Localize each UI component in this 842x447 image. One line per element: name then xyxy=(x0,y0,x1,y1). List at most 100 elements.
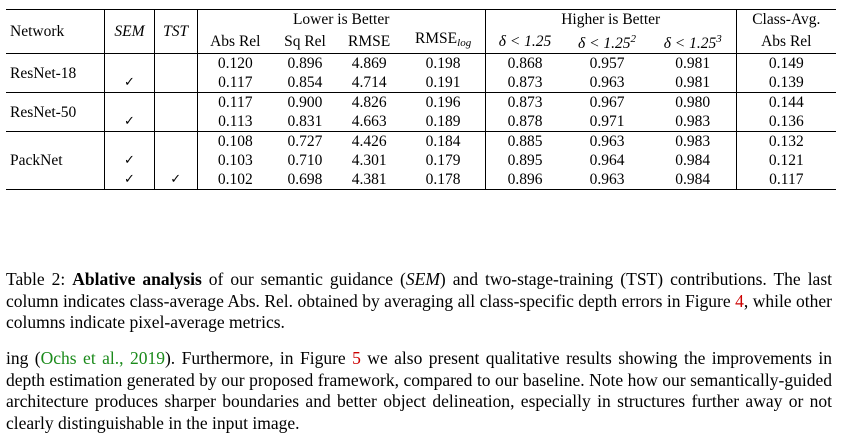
col-class-avg: Class-Avg. xyxy=(752,11,821,28)
figure-5-link[interactable]: 5 xyxy=(352,348,361,368)
metric-cell: 0.117 xyxy=(218,74,253,91)
metric-cell: 0.854 xyxy=(287,74,323,91)
citation-ochs-2019[interactable]: Ochs et al., 2019 xyxy=(40,348,165,368)
metric-cell: 0.963 xyxy=(589,74,625,91)
sem-check: ✓ xyxy=(104,151,155,170)
metric-cell: 0.957 xyxy=(589,55,625,72)
col-network: Network xyxy=(6,9,106,54)
metric-cell: 0.727 xyxy=(273,131,337,151)
metric-cell: 0.963 xyxy=(564,131,650,151)
metric-cell: 4.301 xyxy=(351,152,387,169)
col-class-avg-absrel: Abs Rel xyxy=(761,32,812,50)
metric-cell: 0.981 xyxy=(649,53,737,73)
metric-cell: 0.121 xyxy=(768,152,804,169)
metric-cell: 0.198 xyxy=(401,53,486,73)
col-delta-3: δ < 1.253 xyxy=(649,29,737,54)
metric-cell: 0.698 xyxy=(287,171,323,188)
metric-cell: 0.149 xyxy=(768,55,804,72)
metric-cell: 4.826 xyxy=(336,92,402,112)
metric-cell: 0.971 xyxy=(589,113,625,130)
table-caption: Table 2: Ablative analysis of our semant… xyxy=(6,269,832,332)
col-rmse-log: RMSElog xyxy=(401,29,486,54)
metric-cell: 0.831 xyxy=(287,113,323,130)
table-row: ResNet-18 0.120 0.896 4.869 0.198 0.868 0.957 0… xyxy=(6,53,836,93)
metric-cell: 0.144 xyxy=(736,92,836,112)
metric-cell: 0.984 xyxy=(649,170,737,190)
metric-cell: 0.113 xyxy=(218,113,253,130)
metric-cell: 0.873 xyxy=(507,74,543,91)
col-tst: TST xyxy=(154,9,198,54)
metric-cell: 0.900 xyxy=(273,92,337,112)
table-row: ✓ 0.113 0.831 4.663 0.189 0.878 0.971 0.983 0.13… xyxy=(6,112,836,132)
group-lower-is-better: Lower is Better xyxy=(197,9,486,29)
metric-cell: 0.132 xyxy=(736,131,836,151)
sem-check: ✓ xyxy=(104,112,155,132)
metric-cell: 0.139 xyxy=(768,74,804,91)
metric-cell: 0.964 xyxy=(589,152,625,169)
metric-cell: 0.103 xyxy=(217,152,253,169)
col-sq-rel: Sq Rel xyxy=(284,32,326,50)
network-name: ResNet-18 xyxy=(6,53,106,93)
col-abs-rel: Abs Rel xyxy=(210,32,261,50)
metric-cell: 4.426 xyxy=(336,131,402,151)
table-row: ✓ 0.117 0.854 4.714 0.191 0.873 0.963 0.981 0.13… xyxy=(6,73,836,93)
network-name: PackNet xyxy=(6,131,106,190)
col-delta-1: δ < 1.25 xyxy=(498,32,552,50)
tst-check xyxy=(154,131,198,151)
sem-check: ✓ xyxy=(104,73,155,93)
col-delta-2: δ < 1.252 xyxy=(578,32,637,52)
metric-cell: 0.189 xyxy=(401,112,486,132)
table-row: ✓ 0.103 0.710 4.301 0.179 0.895 0.964 0.984 0.12… xyxy=(6,151,836,170)
metric-cell: 0.984 xyxy=(649,151,737,170)
metric-cell: 0.896 xyxy=(287,55,323,72)
tst-check xyxy=(154,73,198,93)
metric-cell: 0.878 xyxy=(507,113,543,130)
sem-check: ✓ xyxy=(104,170,155,190)
sem-check xyxy=(104,92,155,112)
figure-4-link[interactable]: 4 xyxy=(735,290,744,311)
body-paragraph: ing (Ochs et al., 2019). Furthermore, in… xyxy=(6,348,832,433)
metric-cell: 0.178 xyxy=(401,170,486,190)
metric-cell: 0.967 xyxy=(564,92,650,112)
metric-cell: 0.710 xyxy=(287,152,323,169)
metric-cell: 0.873 xyxy=(485,92,565,112)
metric-cell: 4.381 xyxy=(351,171,387,188)
metric-cell: 0.963 xyxy=(589,171,625,188)
metric-cell: 0.981 xyxy=(649,73,737,93)
caption-bold: Ablative analysis xyxy=(72,269,202,289)
metric-cell: 0.980 xyxy=(649,92,737,112)
metric-cell: 0.196 xyxy=(401,92,486,112)
sem-check xyxy=(104,53,155,73)
table-row: PackNet 0.108 0.727 4.426 0.184 0.885 0.963 0.9… xyxy=(6,131,836,190)
metric-cell: 0.117 xyxy=(769,171,804,188)
network-name: ResNet-50 xyxy=(6,92,106,132)
col-sem: SEM xyxy=(104,9,155,54)
metric-cell: 0.120 xyxy=(217,55,253,72)
metric-cell: 4.869 xyxy=(351,55,387,72)
metric-cell: 0.983 xyxy=(649,112,737,132)
tst-check: ✓ xyxy=(154,170,198,190)
metric-cell: 0.108 xyxy=(197,131,274,151)
col-rmse: RMSE xyxy=(348,32,391,50)
table-body: ResNet-18 0.120 0.896 4.869 0.198 0.868 0.957 0… xyxy=(6,53,836,190)
group-higher-is-better: Higher is Better xyxy=(485,9,737,29)
tst-check xyxy=(154,53,198,73)
metric-cell: 0.868 xyxy=(507,55,543,72)
metric-cell: 0.102 xyxy=(217,171,253,188)
tst-check xyxy=(154,151,198,170)
table-row: ✓ ✓ 0.102 0.698 4.381 0.178 0.896 0.963 0.984 0.1… xyxy=(6,170,836,190)
metric-cell: 0.983 xyxy=(649,131,737,151)
metric-cell: 0.136 xyxy=(768,113,804,130)
metric-cell: 0.179 xyxy=(401,151,486,170)
metric-cell: 0.184 xyxy=(401,131,486,151)
table-row: ResNet-50 0.117 0.900 4.826 0.196 0.873 0.967 0… xyxy=(6,92,836,132)
tst-check xyxy=(154,92,198,112)
sem-check xyxy=(104,131,155,151)
tst-check xyxy=(154,112,198,132)
ablation-table: Network SEM TST Lower is Better Higher i… xyxy=(6,9,836,190)
metric-cell: 0.191 xyxy=(401,73,486,93)
metric-cell: 0.896 xyxy=(507,171,543,188)
metric-cell: 0.885 xyxy=(485,131,565,151)
metric-cell: 4.663 xyxy=(351,113,387,130)
metric-cell: 0.895 xyxy=(507,152,543,169)
